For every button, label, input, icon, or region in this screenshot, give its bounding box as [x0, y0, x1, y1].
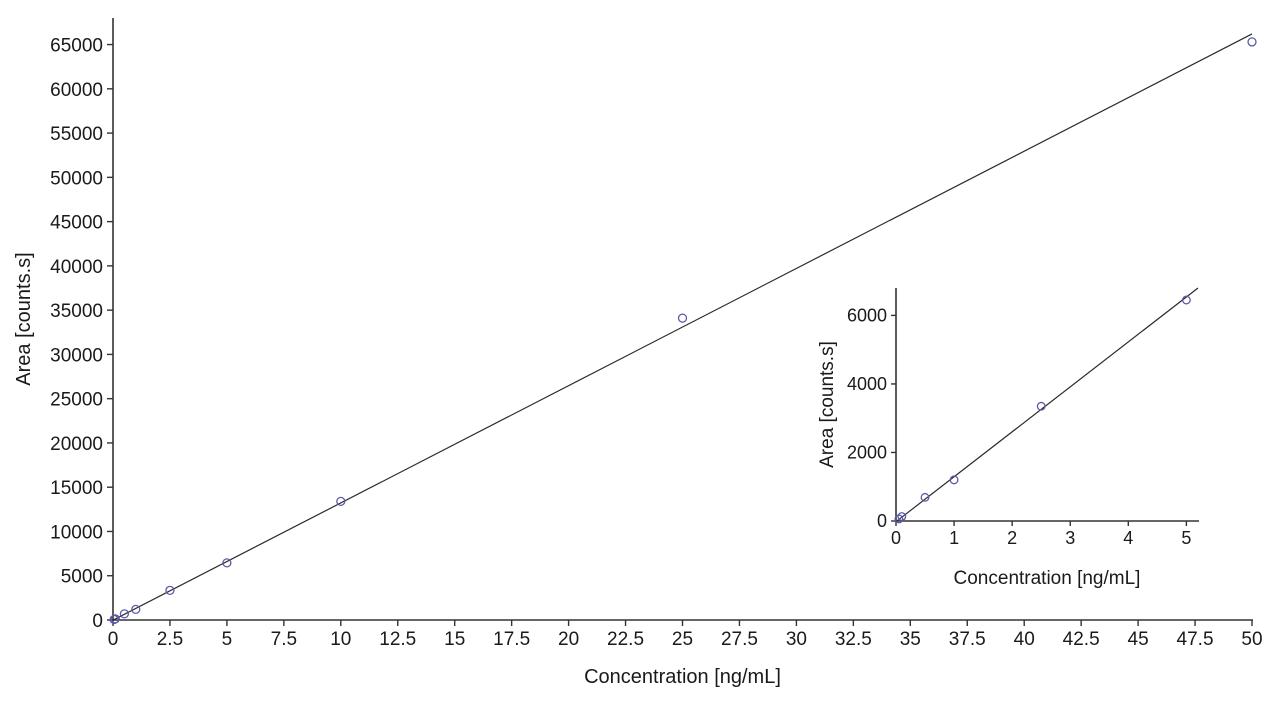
- y-tick-label: 50000: [50, 168, 103, 189]
- y-tick-label: 30000: [50, 345, 103, 366]
- x-tick-label: 22.5: [607, 629, 644, 650]
- inset-data-point: [1036, 401, 1046, 411]
- x-tick-label: 40: [1014, 629, 1035, 650]
- inset-x-tick-label: 1: [949, 528, 959, 548]
- inset-x-tick-label: 5: [1181, 528, 1191, 548]
- x-tick-label: 10: [330, 629, 351, 650]
- inset-x-axis-title: Concentration [ng/mL]: [954, 568, 1141, 589]
- x-tick-label: 50: [1241, 629, 1262, 650]
- inset-data-point: [894, 514, 904, 524]
- y-tick-label: 0: [92, 611, 103, 632]
- y-tick-label: 55000: [50, 124, 103, 145]
- x-tick-label: 35: [900, 629, 921, 650]
- data-point: [677, 313, 688, 323]
- x-tick-label: 5: [222, 629, 233, 650]
- data-point: [131, 604, 141, 615]
- inset-data-point: [1181, 295, 1191, 305]
- inset-y-axis-title: Area [counts.s]: [817, 341, 838, 468]
- y-tick-label: 40000: [50, 257, 103, 278]
- y-tick-label: 5000: [61, 567, 103, 588]
- data-point: [336, 496, 346, 507]
- inset-y-tick-label: 6000: [847, 305, 887, 325]
- data-point: [222, 558, 232, 568]
- data-point: [165, 585, 175, 595]
- inset-y-tick-label: 0: [877, 511, 887, 531]
- inset-x-tick-label: 0: [891, 528, 901, 548]
- x-tick-label: 42.5: [1063, 629, 1100, 650]
- data-point: [110, 614, 120, 624]
- x-tick-label: 2.5: [157, 629, 183, 650]
- x-tick-label: 30: [786, 629, 807, 650]
- y-tick-label: 35000: [50, 301, 103, 322]
- y-tick-label: 65000: [50, 36, 103, 57]
- inset-x-tick-label: 3: [1065, 528, 1075, 548]
- y-tick-label: 60000: [50, 80, 103, 101]
- inset-data-point: [949, 475, 959, 485]
- x-tick-label: 32.5: [835, 629, 872, 650]
- x-tick-label: 37.5: [949, 629, 986, 650]
- y-tick-label: 45000: [50, 213, 103, 234]
- data-point: [1247, 37, 1257, 47]
- inset-data-point: [920, 492, 930, 502]
- inset-plot: 0 2000 4000 6000 0 1 2 3 4 5 Concentration [ng/mL]…: [817, 287, 1199, 589]
- inset-x-tick-label: 4: [1123, 528, 1133, 548]
- y-tick-label: 25000: [50, 390, 103, 411]
- y-tick-label: 10000: [50, 522, 103, 543]
- inset-y-tick-label: 2000: [847, 442, 887, 462]
- x-tick-label: 12.5: [379, 629, 416, 650]
- y-tick-label: 15000: [50, 478, 103, 499]
- fit-line: [112, 33, 1253, 621]
- main-plot: 0500010000150002000025000300003500040000…: [13, 18, 1263, 688]
- y-tick-label: 20000: [50, 434, 103, 455]
- y-axis-title: Area [counts.s]: [13, 252, 35, 385]
- x-tick-label: 27.5: [721, 629, 758, 650]
- x-axis-title: Concentration [ng/mL]: [584, 666, 781, 688]
- x-tick-label: 15: [444, 629, 465, 650]
- x-tick-label: 7.5: [271, 629, 297, 650]
- x-tick-label: 20: [558, 629, 579, 650]
- inset-data-point: [897, 512, 907, 521]
- x-tick-label: 45: [1128, 629, 1149, 650]
- x-tick-label: 0: [108, 629, 119, 650]
- inset-y-tick-label: 4000: [847, 374, 887, 394]
- x-tick-label: 17.5: [493, 629, 530, 650]
- inset-x-tick-label: 2: [1007, 528, 1017, 548]
- x-tick-label: 25: [672, 629, 693, 650]
- data-point: [119, 609, 130, 619]
- inset-fit-line: [895, 287, 1199, 523]
- x-tick-label: 47.5: [1177, 629, 1214, 650]
